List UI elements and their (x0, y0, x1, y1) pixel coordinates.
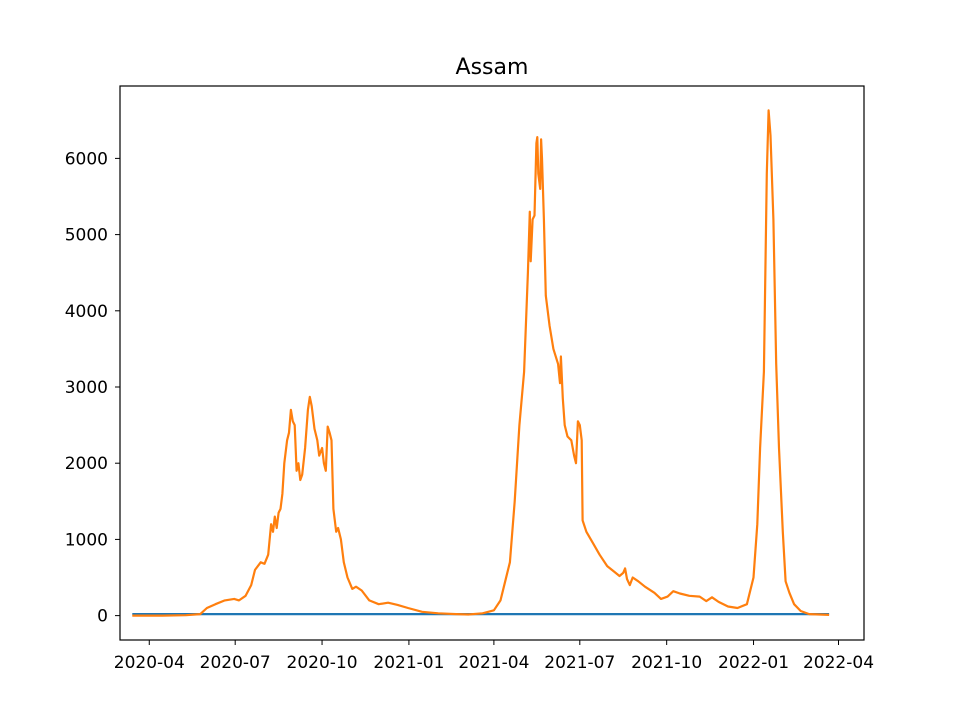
y-tick-label: 0 (97, 607, 108, 627)
y-tick-label: 6000 (65, 149, 108, 169)
y-axis: 0 1000 2000 3000 4000 5000 6000 (65, 149, 120, 627)
x-tick-label: 2021-10 (631, 653, 702, 673)
plot-area (132, 109, 830, 617)
y-tick-label: 5000 (65, 226, 108, 246)
y-tick-label: 4000 (65, 302, 108, 322)
series-line-2 (132, 109, 830, 617)
y-tick-label: 3000 (65, 378, 108, 398)
x-tick-label: 2020-07 (200, 653, 271, 673)
x-tick-label: 2022-01 (718, 653, 789, 673)
x-tick-label: 2020-04 (114, 653, 185, 673)
axes-frame (119, 85, 865, 641)
y-tick-label: 1000 (65, 530, 108, 550)
chart-title: Assam (456, 55, 529, 80)
x-tick-label: 2022-04 (803, 653, 874, 673)
x-tick-label: 2021-04 (458, 653, 529, 673)
y-tick-label: 2000 (65, 454, 108, 474)
x-axis: 2020-04 2020-07 2020-10 2021-01 2021-04 2021-… (114, 640, 874, 673)
x-tick-label: 2020-10 (287, 653, 358, 673)
x-tick-label: 2021-07 (544, 653, 615, 673)
x-tick-label: 2021-01 (373, 653, 444, 673)
